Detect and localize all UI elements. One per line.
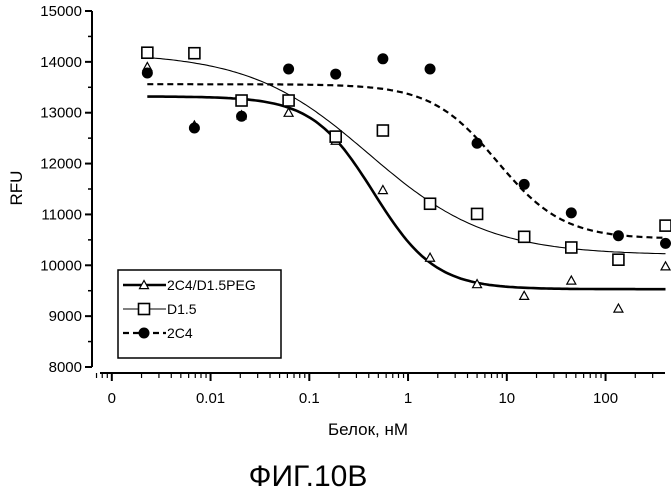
data-point-2c4: [142, 68, 153, 79]
y-tick-label: 10000: [40, 257, 82, 274]
legend-label-2c4-d1-5peg: 2C4/D1.5PEG: [167, 277, 256, 293]
data-point-2c4: [330, 69, 341, 80]
data-point-d1-5: [425, 198, 436, 209]
y-tick-label: 12000: [40, 156, 82, 173]
data-point-2c4: [472, 138, 483, 149]
x-tick-label: 10: [498, 390, 515, 407]
data-point-2c4: [425, 63, 436, 74]
data-point-2c4-d1-5peg: [614, 304, 623, 312]
data-point-2c4-d1-5peg: [378, 186, 387, 194]
legend-marker-2c4: [139, 328, 150, 339]
data-point-2c4-d1-5peg: [426, 253, 435, 261]
data-point-d1-5: [566, 242, 577, 253]
data-point-d1-5: [283, 95, 294, 106]
data-point-d1-5: [236, 95, 247, 106]
data-point-2c4: [377, 53, 388, 64]
y-axis-title: RFU: [7, 171, 26, 206]
y-tick-label: 13000: [40, 105, 82, 122]
legend-label-d1-5: D1.5: [167, 301, 197, 317]
x-tick-label: 0.01: [196, 390, 225, 407]
legend-label-2c4: 2C4: [167, 325, 193, 341]
legend: 2C4/D1.5PEG D1.5 2C4: [118, 270, 281, 358]
data-point-d1-5: [330, 131, 341, 142]
data-point-2c4: [283, 63, 294, 74]
y-tick-label: 9000: [49, 308, 82, 325]
data-point-2c4: [660, 238, 671, 249]
data-point-d1-5: [472, 208, 483, 219]
figure-caption: ФИГ.10В: [249, 460, 368, 493]
y-axis-ticks: 8000 9000 10000 11000 12000 13000 14000 15000: [40, 3, 92, 376]
legend-marker-d1-5: [139, 304, 150, 315]
data-point-2c4: [236, 111, 247, 122]
fit-curves: [147, 58, 665, 290]
data-point-2c4-d1-5peg: [520, 291, 529, 299]
data-point-d1-5: [660, 220, 671, 231]
x-axis-ticks: 0 0.01 0.1 1 10 100: [97, 373, 653, 407]
x-tick-label: 0: [108, 390, 116, 407]
y-tick-label: 8000: [49, 359, 82, 376]
data-point-2c4: [566, 207, 577, 218]
data-point-d1-5: [613, 254, 624, 265]
data-point-2c4: [613, 230, 624, 241]
data-point-2c4-d1-5peg: [567, 276, 576, 284]
x-tick-label: 1: [404, 390, 412, 407]
data-point-d1-5: [519, 231, 530, 242]
y-tick-label: 15000: [40, 3, 82, 20]
x-tick-label: 0.1: [299, 390, 320, 407]
data-point-d1-5: [377, 125, 388, 136]
fit-curve-2c4: [147, 84, 665, 238]
data-point-2c4: [519, 179, 530, 190]
x-tick-label: 100: [593, 390, 618, 407]
x-axis-title: Белок, нМ: [328, 420, 408, 439]
y-tick-label: 11000: [41, 206, 82, 223]
data-point-2c4-d1-5peg: [661, 262, 670, 270]
data-point-d1-5: [142, 47, 153, 58]
fit-curve-d1-5: [147, 58, 665, 254]
y-tick-label: 14000: [40, 54, 82, 71]
data-point-2c4: [189, 122, 200, 133]
data-point-d1-5: [189, 48, 200, 59]
fit-curve-2c4-d1-5peg: [147, 97, 665, 290]
